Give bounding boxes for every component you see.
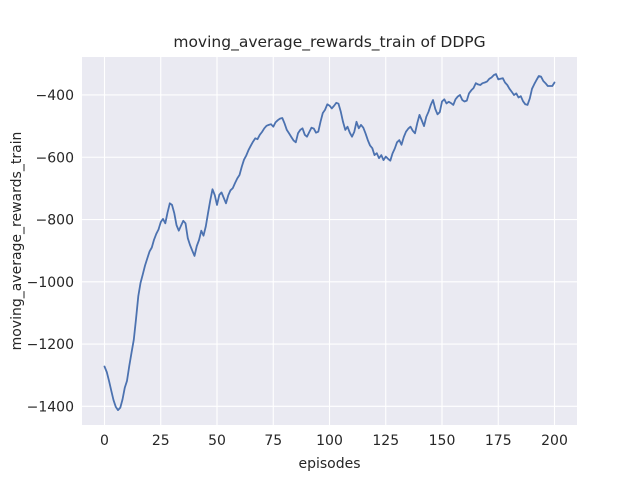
y-tick-label: −1400 <box>27 399 74 415</box>
x-axis-label: episodes <box>298 456 360 472</box>
x-tick-label: 175 <box>485 433 512 449</box>
y-tick-label: −1000 <box>27 275 74 291</box>
y-axis-label: moving_average_rewards_train <box>9 132 25 351</box>
x-tick-label: 25 <box>152 433 170 449</box>
x-tick-label: 125 <box>372 433 399 449</box>
y-tick-labels: −1400 −1200 −1000 −800 −600 −400 <box>27 88 74 415</box>
x-tick-label: 50 <box>208 433 226 449</box>
x-tick-label: 150 <box>429 433 456 449</box>
x-tick-label: 200 <box>541 433 568 449</box>
x-tick-labels: 0 25 50 75 100 125 150 175 200 <box>100 433 568 449</box>
y-tick-label: −600 <box>36 150 74 166</box>
series-line-moving-average-rewards <box>103 73 556 412</box>
gridlines <box>82 57 577 425</box>
x-tick-label: 100 <box>316 433 343 449</box>
x-tick-label: 75 <box>264 433 282 449</box>
y-tick-label: −1200 <box>27 337 74 353</box>
x-tick-label: 0 <box>100 433 109 449</box>
chart-title: moving_average_rewards_train of DDPG <box>173 33 485 52</box>
y-tick-label: −400 <box>36 88 74 104</box>
y-tick-label: −800 <box>36 213 74 229</box>
